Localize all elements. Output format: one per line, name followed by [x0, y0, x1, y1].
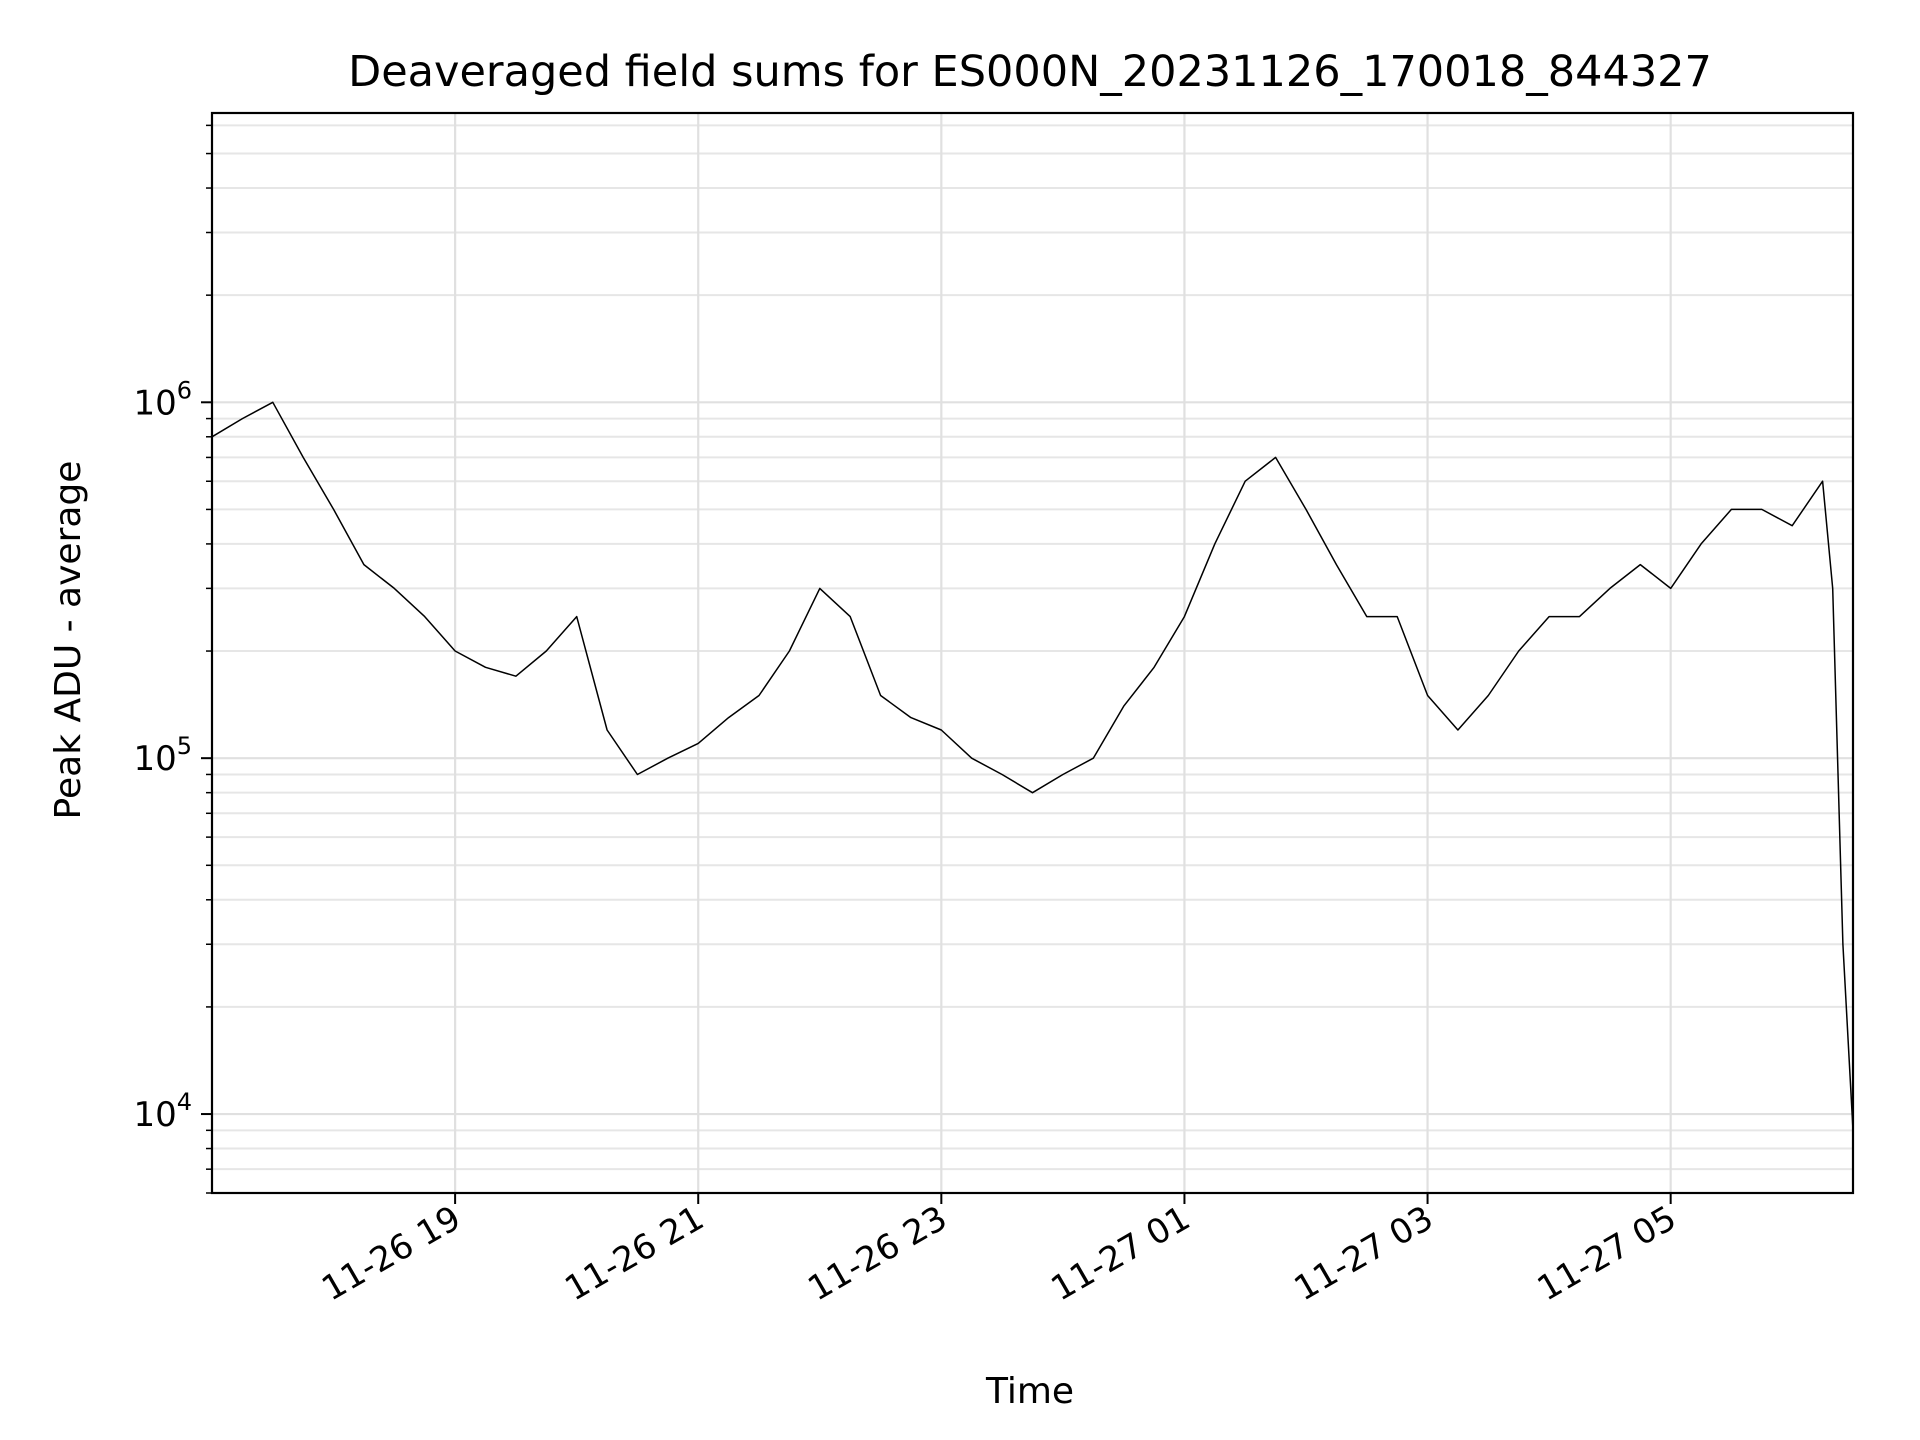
y-axis-label: Peak ADU - average [48, 461, 89, 820]
series-line-0 [211, 401, 1854, 1131]
y-tick-label: 106 [133, 376, 192, 423]
chart-title: Deaveraged field sums for ES000N_2023112… [348, 47, 1712, 97]
x-axis-label: Time [985, 1371, 1074, 1412]
plot-area-frame [210, 111, 1855, 1195]
y-tick-label: 105 [133, 732, 192, 779]
y-tick-label: 104 [133, 1088, 192, 1135]
series-layer [211, 401, 1854, 1131]
